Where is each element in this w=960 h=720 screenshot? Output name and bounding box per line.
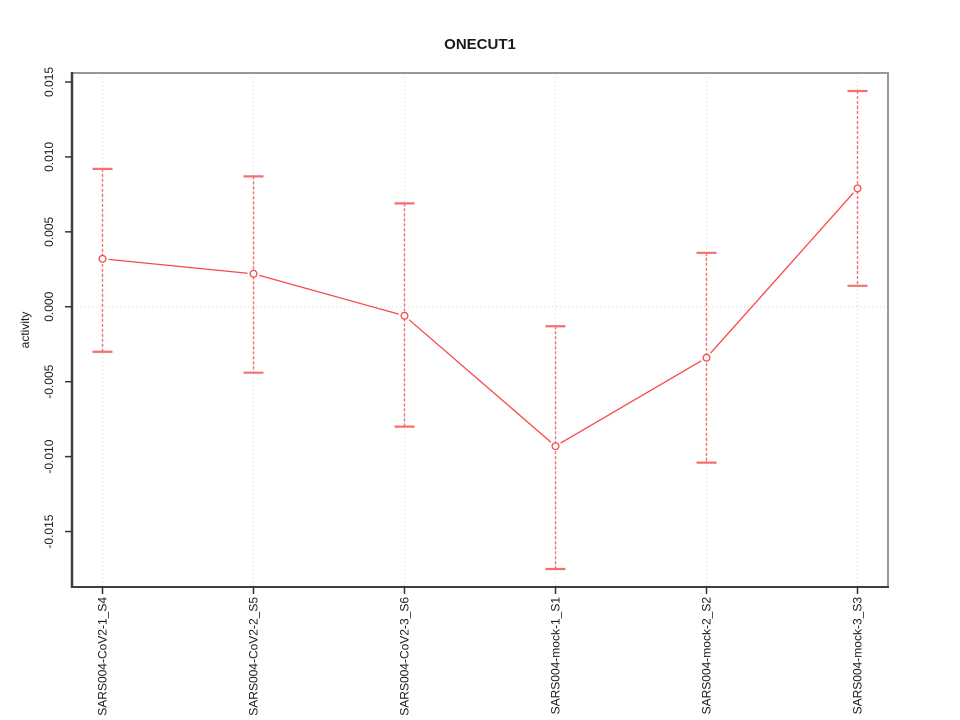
data-point	[702, 353, 711, 362]
y-tick-label: -0.010	[42, 439, 56, 473]
data-point	[853, 184, 862, 193]
x-tick-label: SARS004-CoV2-1_S4	[96, 597, 110, 716]
x-tick-label: SARS004-mock-1_S1	[549, 597, 563, 715]
gridlines	[72, 73, 888, 587]
data-point	[249, 269, 258, 278]
series-line-segment	[408, 319, 552, 443]
x-tick-label: SARS004-CoV2-2_S5	[247, 597, 261, 716]
plot-border	[71, 72, 889, 588]
plot-box	[71, 72, 889, 588]
axes	[65, 72, 889, 594]
x-tick-label: SARS004-CoV2-3_S6	[398, 597, 412, 716]
y-tick-label: 0.010	[42, 142, 56, 172]
data-point	[98, 254, 107, 263]
chart-title: ONECUT1	[444, 36, 516, 53]
y-tick-label: 0.015	[42, 67, 56, 97]
x-tick-label: SARS004-mock-3_S3	[851, 597, 865, 715]
series-line-segment	[560, 360, 702, 444]
y-tick-label: -0.005	[42, 364, 56, 398]
y-axis-label: activity	[18, 312, 32, 349]
error-bars	[92, 89, 868, 571]
series	[98, 184, 862, 451]
series-line-segment	[108, 258, 248, 274]
y-tick-label: 0.000	[42, 291, 56, 321]
series-line-segment	[710, 192, 854, 354]
data-point	[400, 311, 409, 320]
series-line-segment	[259, 274, 399, 315]
y-tick-label: 0.005	[42, 217, 56, 247]
tick-labels: 0.015 0.010 0.005 0.000 -0.005 -0.010 -0.015 SA…	[42, 67, 865, 716]
x-tick-label: SARS004-mock-2_S2	[700, 597, 714, 715]
data-point	[551, 442, 560, 451]
y-tick-label: -0.015	[42, 514, 56, 548]
